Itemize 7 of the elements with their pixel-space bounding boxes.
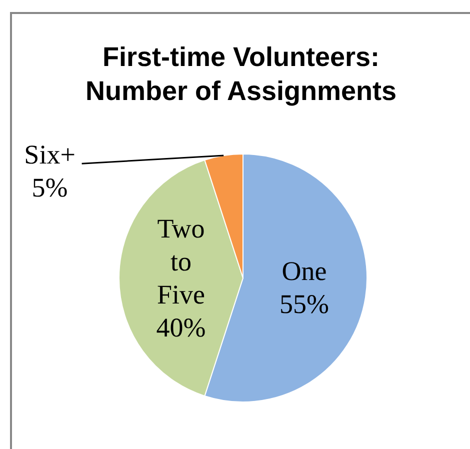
data-label: 40% bbox=[156, 312, 206, 342]
slice-label: Six+ bbox=[24, 140, 76, 170]
chart-title: First-time Volunteers: Number of Assignments bbox=[84, 41, 398, 108]
slice-label: One bbox=[282, 256, 327, 286]
slice-label: Two to Five bbox=[156, 214, 206, 310]
data-label: 55% bbox=[279, 289, 329, 320]
data-label: 5% bbox=[32, 172, 68, 203]
